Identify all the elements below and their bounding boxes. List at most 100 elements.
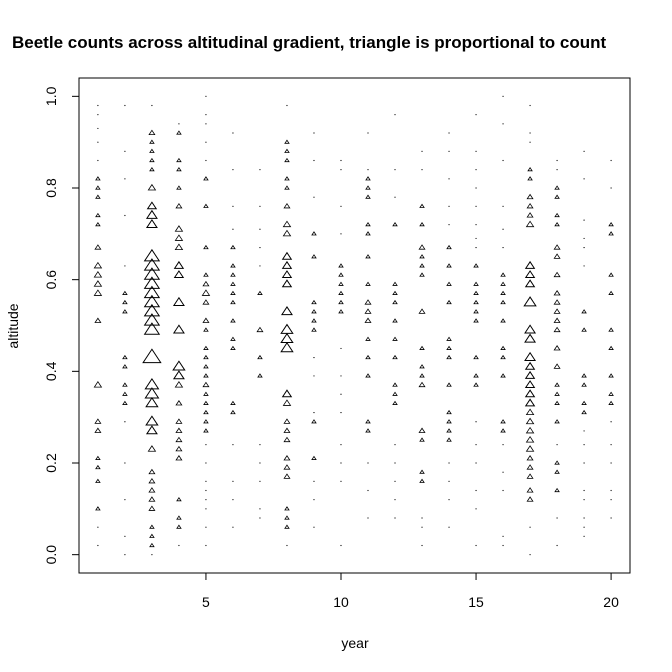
y-tick-label: 0.0 <box>43 545 59 565</box>
data-point <box>554 221 560 227</box>
data-point <box>583 178 585 180</box>
data-point <box>97 141 99 143</box>
data-point <box>122 354 128 360</box>
data-point <box>143 267 161 280</box>
data-point <box>554 212 560 218</box>
data-point <box>524 380 536 389</box>
data-point <box>149 166 155 172</box>
y-tick-label: 0.4 <box>43 361 59 381</box>
data-point <box>149 524 155 529</box>
data-point <box>143 258 161 271</box>
data-point <box>583 430 585 432</box>
data-point <box>124 265 126 267</box>
data-point <box>367 489 369 492</box>
data-point <box>367 517 369 519</box>
data-point <box>95 185 101 190</box>
data-point <box>175 418 183 424</box>
data-point <box>311 455 317 460</box>
data-point <box>146 201 158 210</box>
data-point <box>392 290 398 295</box>
data-point <box>446 419 452 424</box>
data-point <box>526 464 534 470</box>
data-point <box>232 444 234 446</box>
data-point <box>205 159 207 162</box>
data-point <box>230 263 236 268</box>
data-point <box>313 196 315 198</box>
data-point <box>419 478 425 483</box>
data-point <box>554 469 560 474</box>
data-point <box>500 428 506 433</box>
data-point <box>313 499 315 501</box>
data-point <box>93 280 103 287</box>
data-point <box>203 364 209 369</box>
data-point <box>203 419 209 424</box>
data-point <box>205 480 207 482</box>
data-point <box>178 123 180 125</box>
data-point <box>583 150 585 152</box>
data-point <box>281 389 293 398</box>
data-point <box>553 253 561 259</box>
data-point <box>365 176 371 181</box>
data-point <box>259 265 261 267</box>
data-point <box>176 515 182 520</box>
data-point <box>446 354 452 360</box>
data-point <box>553 317 561 323</box>
data-point <box>232 169 234 171</box>
data-point <box>583 246 585 249</box>
data-point <box>365 185 371 190</box>
data-point <box>230 345 236 350</box>
data-point <box>203 409 209 415</box>
data-point <box>365 194 371 199</box>
data-point <box>259 508 261 510</box>
data-point <box>203 272 209 277</box>
data-point <box>145 415 159 426</box>
data-point <box>473 318 479 323</box>
data-point <box>313 411 315 414</box>
data-point <box>364 308 372 314</box>
data-point <box>553 299 561 305</box>
data-point <box>446 409 452 415</box>
data-point <box>554 382 560 387</box>
data-point <box>556 517 558 519</box>
data-point <box>608 345 614 350</box>
data-point <box>421 544 423 547</box>
data-point <box>149 542 155 548</box>
data-point <box>553 345 561 351</box>
data-point <box>553 244 561 250</box>
data-point <box>581 382 587 387</box>
data-point <box>205 141 207 143</box>
data-point <box>283 455 291 461</box>
data-point <box>175 436 183 443</box>
data-point <box>419 437 425 442</box>
data-point <box>502 444 504 446</box>
data-point <box>281 279 293 288</box>
data-point <box>143 322 161 335</box>
data-point <box>340 544 342 547</box>
data-point <box>97 159 99 162</box>
data-point <box>448 178 450 180</box>
data-point <box>392 221 398 227</box>
data-point <box>203 244 209 250</box>
data-point <box>93 380 103 388</box>
x-axis-label: year <box>341 635 369 651</box>
data-point <box>176 185 182 190</box>
data-point <box>446 437 452 442</box>
data-point <box>421 517 423 519</box>
data-point <box>256 326 264 333</box>
data-point <box>143 313 161 326</box>
y-tick-label: 0.8 <box>43 178 59 198</box>
data-point <box>203 373 209 378</box>
data-point <box>610 444 612 446</box>
data-point <box>340 375 342 377</box>
data-point <box>283 427 291 433</box>
data-point <box>340 444 342 446</box>
data-point <box>202 381 210 388</box>
data-point <box>232 228 234 230</box>
data-point <box>257 373 263 378</box>
data-point <box>95 194 101 199</box>
data-point <box>151 104 153 107</box>
data-point <box>448 499 450 501</box>
data-point <box>583 526 585 528</box>
data-point <box>205 444 207 446</box>
data-point <box>284 139 290 144</box>
